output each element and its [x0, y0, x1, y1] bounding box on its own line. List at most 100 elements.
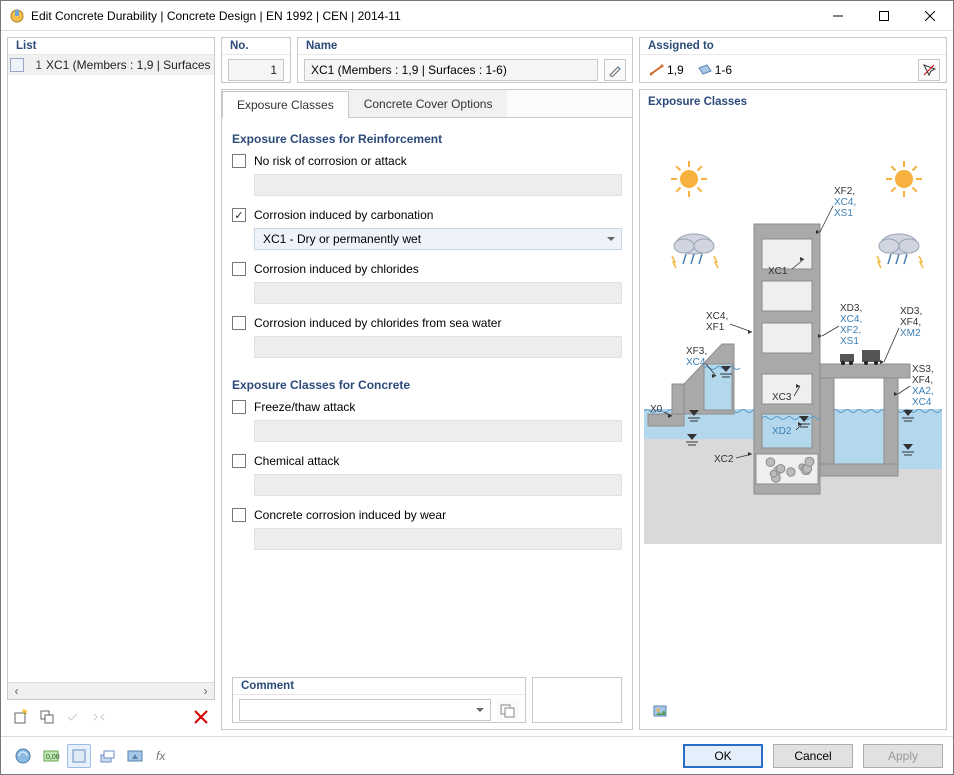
sel-chemical: [254, 474, 622, 496]
chk-chemical[interactable]: [232, 454, 246, 468]
comment-combo[interactable]: [239, 699, 491, 721]
member-icon: [650, 64, 664, 76]
assigned-surfaces-value: 1-6: [715, 63, 732, 77]
svg-text:XC4: XC4: [686, 357, 706, 368]
scroll-left-icon[interactable]: ‹: [8, 683, 25, 700]
scroll-right-icon[interactable]: ›: [197, 683, 214, 700]
svg-text:XC4: XC4: [912, 397, 932, 408]
svg-text:XC3: XC3: [772, 392, 792, 403]
svg-text:fx: fx: [156, 749, 166, 763]
assigned-members[interactable]: 1,9: [646, 63, 688, 77]
sel-freeze-thaw: [254, 420, 622, 442]
sel-sea-water: [254, 336, 622, 358]
assigned-members-value: 1,9: [667, 63, 684, 77]
sel-chlorides: [254, 282, 622, 304]
chk-sea-water[interactable]: [232, 316, 246, 330]
name-header: Name: [298, 38, 632, 55]
chk-no-risk[interactable]: [232, 154, 246, 168]
app-icon: [9, 8, 25, 24]
comment-header: Comment: [233, 678, 525, 695]
svg-text:XF4,: XF4,: [912, 375, 933, 386]
lbl-chlorides: Corrosion induced by chlorides: [254, 262, 419, 276]
lbl-carbonation: Corrosion induced by carbonation: [254, 208, 433, 222]
window-title: Edit Concrete Durability | Concrete Desi…: [31, 9, 815, 23]
tabs-panel: Exposure Classes Concrete Cover Options …: [221, 89, 633, 730]
sel-carbonation[interactable]: XC1 - Dry or permanently wet: [254, 228, 622, 250]
list-body[interactable]: 1 XC1 (Members : 1,9 | Surfaces : 1: [8, 55, 214, 682]
svg-text:XM2: XM2: [900, 328, 921, 339]
comment-panel: Comment: [232, 677, 526, 723]
copy-button[interactable]: [35, 705, 59, 729]
list-toolbar: [7, 704, 215, 730]
tool-stack-button[interactable]: [95, 744, 119, 768]
svg-text:0,00: 0,00: [46, 754, 60, 761]
list-item-num: 1: [28, 58, 42, 72]
new-button[interactable]: [9, 705, 33, 729]
svg-text:XF1: XF1: [706, 322, 725, 333]
svg-text:XC4,: XC4,: [840, 314, 862, 325]
no-panel: No.: [221, 37, 291, 83]
delete-button[interactable]: [189, 705, 213, 729]
no-header: No.: [222, 38, 290, 55]
svg-text:XD3,: XD3,: [900, 306, 922, 317]
cancel-button[interactable]: Cancel: [773, 744, 853, 768]
name-panel: Name: [297, 37, 633, 83]
chk-carbonation[interactable]: [232, 208, 246, 222]
svg-text:XS1: XS1: [834, 208, 853, 219]
close-button[interactable]: [907, 1, 953, 31]
svg-text:X0: X0: [650, 404, 663, 415]
svg-text:XS1: XS1: [840, 336, 859, 347]
list-h-scrollbar[interactable]: ‹ ›: [8, 682, 214, 699]
lbl-no-risk: No risk of corrosion or attack: [254, 154, 407, 168]
tool-units-button[interactable]: [11, 744, 35, 768]
svg-text:XA2,: XA2,: [912, 386, 934, 397]
tool-decimals-button[interactable]: 0,00: [39, 744, 63, 768]
dialog-window: Edit Concrete Durability | Concrete Desi…: [0, 0, 954, 775]
section-reinforcement: Exposure Classes for Reinforcement: [232, 132, 622, 146]
minimize-button[interactable]: [815, 1, 861, 31]
tool-script-button[interactable]: fx: [151, 744, 175, 768]
assigned-header: Assigned to: [640, 38, 946, 55]
tabstrip: Exposure Classes Concrete Cover Options: [222, 90, 632, 118]
tool-render-button[interactable]: [123, 744, 147, 768]
exclude-button: [87, 705, 111, 729]
svg-text:XD2: XD2: [772, 426, 792, 437]
lbl-freeze-thaw: Freeze/thaw attack: [254, 400, 355, 414]
svg-text:XF4,: XF4,: [900, 317, 921, 328]
lbl-chemical: Chemical attack: [254, 454, 339, 468]
lbl-sea-water: Corrosion induced by chlorides from sea …: [254, 316, 501, 330]
pick-button[interactable]: [918, 59, 940, 81]
svg-text:XF2,: XF2,: [840, 325, 861, 336]
edit-name-button[interactable]: [604, 59, 626, 81]
list-item-icon: [10, 58, 24, 72]
chk-wear[interactable]: [232, 508, 246, 522]
svg-text:XC4,: XC4,: [834, 197, 856, 208]
svg-text:XC4,: XC4,: [706, 311, 728, 322]
dialog-footer: 0,00 fx OK Cancel Apply: [1, 736, 953, 774]
diagram-export-button[interactable]: [648, 700, 672, 724]
lbl-wear: Concrete corrosion induced by wear: [254, 508, 446, 522]
list-header: List: [8, 38, 214, 55]
list-item[interactable]: 1 XC1 (Members : 1,9 | Surfaces : 1: [8, 55, 214, 75]
apply-button[interactable]: Apply: [863, 744, 943, 768]
assigned-surfaces[interactable]: 1-6: [694, 63, 736, 77]
diagram-header: Exposure Classes: [640, 90, 946, 110]
assigned-panel: Assigned to 1,9 1-6: [639, 37, 947, 83]
maximize-button[interactable]: [861, 1, 907, 31]
ok-button[interactable]: OK: [683, 744, 763, 768]
sel-no-risk: [254, 174, 622, 196]
svg-text:XC1: XC1: [768, 266, 788, 277]
sel-carbonation-value: XC1 - Dry or permanently wet: [263, 232, 421, 246]
chk-chlorides[interactable]: [232, 262, 246, 276]
include-button: [61, 705, 85, 729]
tab-body: Exposure Classes for Reinforcement No ri…: [222, 118, 632, 729]
tab-exposure-classes[interactable]: Exposure Classes: [222, 91, 349, 118]
comment-library-button[interactable]: [497, 699, 519, 721]
tab-concrete-cover[interactable]: Concrete Cover Options: [349, 90, 508, 117]
no-input[interactable]: [228, 59, 284, 81]
tool-view-button[interactable]: [67, 744, 91, 768]
name-input[interactable]: [304, 59, 598, 81]
section-concrete: Exposure Classes for Concrete: [232, 378, 622, 392]
chk-freeze-thaw[interactable]: [232, 400, 246, 414]
exposure-diagram: XF2,XC4,XS1XC1XC4,XF1XF3,XC4XD3,XC4,XF2,…: [644, 114, 942, 544]
